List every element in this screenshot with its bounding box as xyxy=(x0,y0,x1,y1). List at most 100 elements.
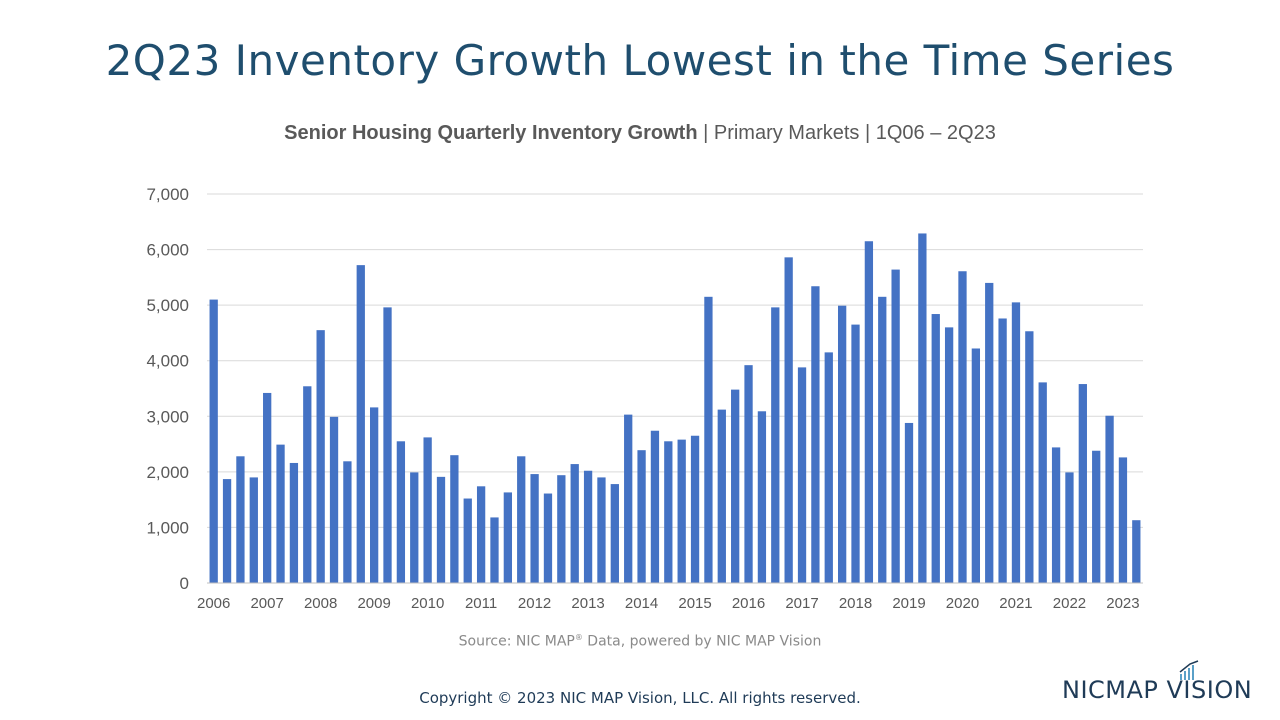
bar xyxy=(624,414,633,583)
bar xyxy=(837,305,847,583)
bar xyxy=(1078,384,1087,583)
bar xyxy=(263,392,272,583)
bar xyxy=(637,450,646,583)
x-tick-label: 2015 xyxy=(678,595,711,612)
x-tick-label: 2019 xyxy=(892,595,925,612)
bar xyxy=(236,456,245,583)
chart-subtitle-rest: | Primary Markets | 1Q06 – 2Q23 xyxy=(697,122,996,144)
source-prefix: Source: NIC MAP xyxy=(458,633,575,650)
bar xyxy=(1092,450,1101,583)
bar xyxy=(1025,331,1034,583)
bar xyxy=(717,409,726,583)
x-tick-label: 2012 xyxy=(518,595,551,612)
bar xyxy=(784,257,793,583)
y-tick-label: 1,000 xyxy=(146,518,189,537)
bar xyxy=(971,348,981,583)
x-tick-label: 2020 xyxy=(946,595,979,612)
x-tick-label: 2011 xyxy=(465,595,497,612)
bar xyxy=(222,479,232,583)
chart-subtitle-bold: Senior Housing Quarterly Inventory Growt… xyxy=(284,122,698,144)
bar xyxy=(517,456,526,583)
bar xyxy=(610,484,619,583)
y-tick-label: 7,000 xyxy=(146,185,189,204)
bar xyxy=(1038,382,1047,583)
bar xyxy=(276,444,285,583)
bar xyxy=(771,307,780,583)
x-tick-label: 2017 xyxy=(785,595,818,612)
bar xyxy=(1118,457,1128,583)
bar xyxy=(851,324,860,583)
bar xyxy=(811,286,820,583)
bar xyxy=(704,296,713,583)
bar xyxy=(797,367,807,583)
bar xyxy=(583,470,593,583)
bar xyxy=(557,475,566,583)
y-tick-label: 5,000 xyxy=(146,296,189,315)
bar xyxy=(329,416,339,583)
x-tick-label: 2006 xyxy=(197,595,230,612)
bar xyxy=(1105,415,1114,583)
x-tick-label: 2010 xyxy=(411,595,444,612)
y-tick-label: 2,000 xyxy=(146,463,189,482)
source-suffix: Data, powered by NIC MAP Vision xyxy=(582,633,822,650)
logo-chart-icon xyxy=(1179,660,1199,680)
bar xyxy=(369,407,379,583)
y-tick-label: 3,000 xyxy=(146,407,189,426)
bar xyxy=(383,307,392,583)
source-note: Source: NIC MAP® Data, powered by NIC MA… xyxy=(0,633,1280,650)
bar xyxy=(396,441,406,583)
bar xyxy=(316,330,325,583)
chart-subtitle: Senior Housing Quarterly Inventory Growt… xyxy=(0,122,1280,145)
bar xyxy=(824,352,833,583)
x-tick-label: 2021 xyxy=(999,595,1032,612)
bar xyxy=(944,327,954,583)
bar xyxy=(1051,447,1061,583)
bar xyxy=(664,441,673,583)
bar xyxy=(878,296,887,583)
bar xyxy=(757,411,767,583)
bar xyxy=(1011,302,1021,583)
source-registered-mark: ® xyxy=(574,633,583,642)
nic-map-vision-logo: NICMAP VISION xyxy=(1062,676,1253,704)
bar xyxy=(343,461,352,583)
bar xyxy=(289,462,299,583)
bar xyxy=(677,439,686,583)
bar xyxy=(650,430,660,583)
x-tick-label: 2008 xyxy=(304,595,337,612)
bar xyxy=(450,455,459,583)
bar xyxy=(476,486,486,583)
bar xyxy=(998,318,1007,583)
bar xyxy=(891,269,900,583)
x-tick-label: 2007 xyxy=(250,595,283,612)
bar xyxy=(931,314,940,583)
x-tick-label: 2009 xyxy=(357,595,390,612)
bar xyxy=(958,271,967,583)
bar xyxy=(490,517,499,583)
bar xyxy=(570,464,579,583)
bar xyxy=(690,435,700,583)
x-tick-label: 2023 xyxy=(1106,595,1139,612)
x-tick-label: 2022 xyxy=(1053,595,1086,612)
bar xyxy=(597,477,606,583)
bar xyxy=(904,422,914,583)
bar xyxy=(303,386,312,583)
copyright-notice: Copyright © 2023 NIC MAP Vision, LLC. Al… xyxy=(419,689,861,707)
y-tick-label: 0 xyxy=(180,574,189,593)
bar xyxy=(1065,472,1074,583)
bar xyxy=(436,476,446,583)
slide-title: 2Q23 Inventory Growth Lowest in the Time… xyxy=(105,36,1175,85)
bar xyxy=(985,282,994,583)
bar xyxy=(423,437,432,583)
bar xyxy=(744,365,753,583)
bar xyxy=(918,233,927,583)
bar xyxy=(410,472,419,583)
x-tick-label: 2013 xyxy=(571,595,604,612)
bar xyxy=(1132,520,1141,583)
x-tick-label: 2018 xyxy=(839,595,872,612)
y-tick-label: 4,000 xyxy=(146,352,189,371)
bar xyxy=(356,265,365,583)
bar xyxy=(543,493,553,583)
bar xyxy=(209,299,218,583)
x-tick-label: 2014 xyxy=(625,595,658,612)
